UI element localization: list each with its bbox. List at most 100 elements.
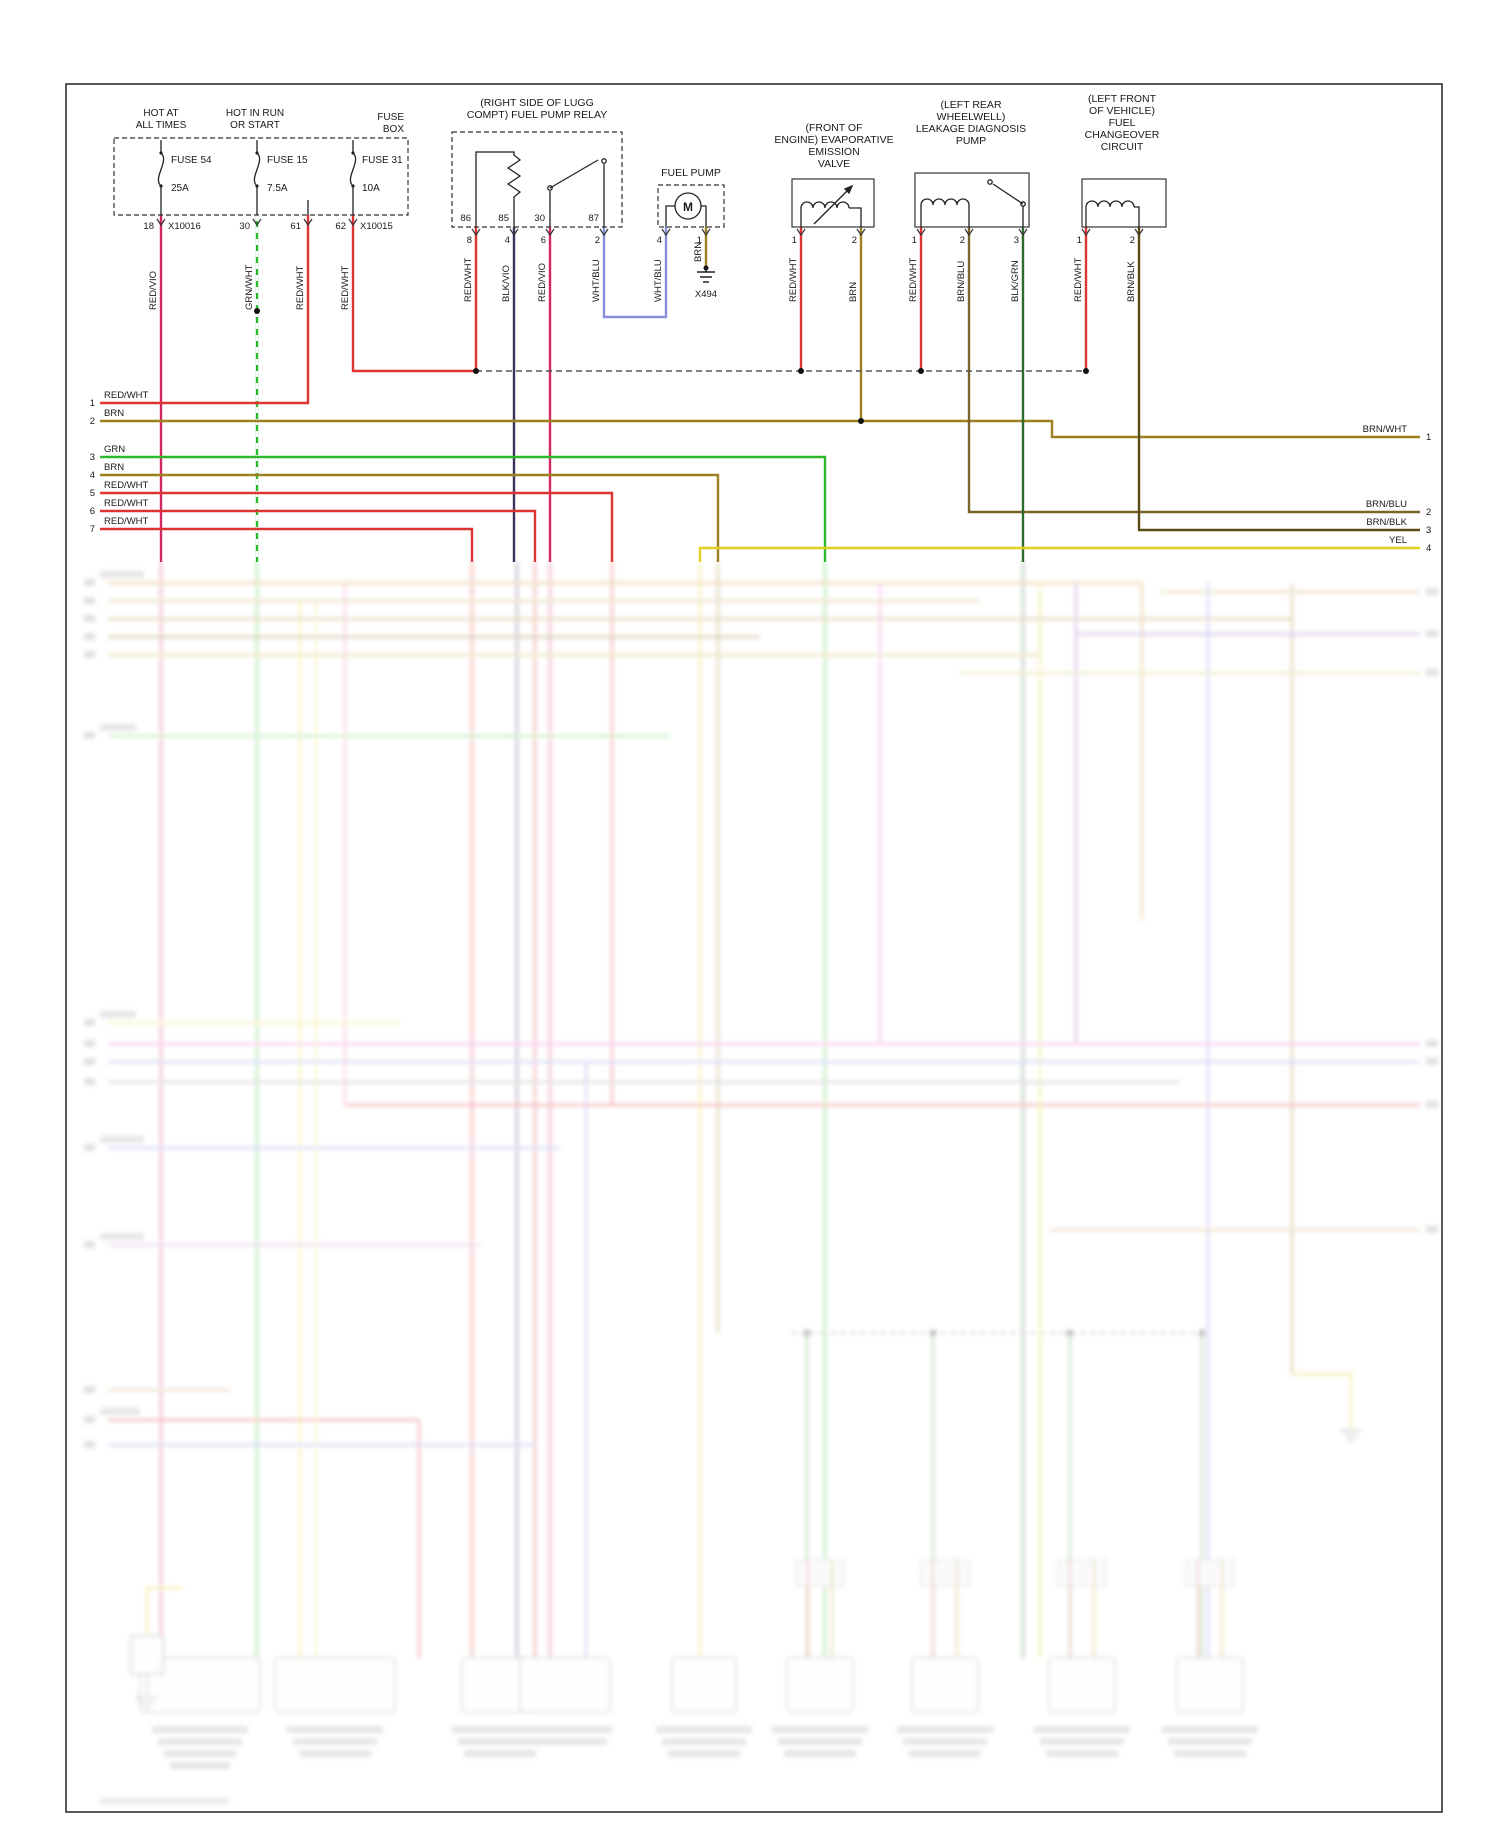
wire-label-grn-wht: GRN/WHT [244, 264, 255, 310]
fuse15-rating: 7.5A [267, 183, 288, 194]
relay-conn-8: 8 [467, 235, 472, 246]
row-number: 4 [1426, 543, 1431, 554]
faded-bottom-connectors [139, 1657, 1244, 1713]
row-number: 4 [90, 470, 95, 481]
pump-conn-4: 4 [657, 235, 662, 246]
fcc-conn-1: 1 [1077, 235, 1082, 246]
fcc-outline [1081, 178, 1167, 228]
fuse-terminal-dots [159, 151, 355, 188]
eev-conn-1: 1 [792, 235, 797, 246]
row-label: BRN/BLK [1366, 517, 1407, 528]
ldp-conn-3: 3 [1014, 235, 1019, 246]
fuse54-rating: 25A [171, 183, 189, 194]
relay-pin-86: 86 [460, 213, 471, 224]
pin-61: 61 [290, 221, 301, 232]
fuel-pump-relay-outline [451, 131, 623, 228]
eev-internals [800, 184, 862, 227]
wire-red-wht-row5 [100, 491, 614, 562]
faded-connector-labels [152, 1726, 1258, 1769]
ldp-internals [920, 183, 1024, 227]
ldp-conn-1: 1 [912, 235, 917, 246]
relay-pin-30: 30 [534, 213, 545, 224]
fcc-title3: FUEL [1109, 117, 1136, 129]
fuse-box-label: FUSE [377, 112, 404, 123]
connector [671, 1657, 737, 1713]
ldp-title: (LEFT REAR [940, 99, 1001, 111]
eev-title: (FRONT OF [806, 122, 863, 134]
connector-x10015: X10015 [360, 221, 393, 232]
relay-exit-chevrons [471, 228, 609, 237]
hot-at-all-times-label: HOT AT [143, 108, 178, 119]
relay-title2: COMPT) FUEL PUMP RELAY [467, 109, 607, 121]
eev-exit-chevrons [796, 228, 866, 237]
row-number: 6 [90, 506, 95, 517]
fcc-internals [1085, 200, 1140, 227]
fuse-symbols [157, 140, 357, 215]
fuse15-name: FUSE 15 [267, 155, 308, 166]
row-label: BRN/BLU [1366, 499, 1407, 510]
wire-ldp-pin2-brn-blu [967, 227, 1420, 514]
relay-pin-87: 87 [588, 213, 599, 224]
wire-label-eev2: BRN [848, 282, 859, 302]
relay-conn-2: 2 [595, 235, 600, 246]
ldp-contact-dot [1020, 201, 1026, 207]
eev-outline [791, 178, 875, 228]
ldp-outline [914, 172, 1030, 228]
row-label: RED/WHT [104, 480, 149, 491]
ldp-title4: PUMP [956, 135, 986, 147]
fuse31-name: FUSE 31 [362, 155, 403, 166]
connector [911, 1657, 979, 1713]
motor-letter: M [683, 200, 693, 214]
faded-connector-clusters [795, 1559, 1235, 1658]
wire-label-red-wht-61: RED/WHT [295, 265, 306, 310]
row-number: 7 [90, 524, 95, 535]
fuel-pump-exit-chevrons [661, 228, 711, 237]
fuse-box-outline [113, 137, 409, 216]
faded-horizontal-wires [108, 581, 1420, 1447]
wire-label-fcc2: BRN/BLK [1126, 261, 1137, 302]
row-number: 1 [90, 398, 95, 409]
wire-label-ldp1: RED/WHT [908, 257, 919, 302]
left-row-labels: 1 RED/WHT 2 BRN 3 GRN 4 BRN 5 RED/WHT 6 … [90, 390, 149, 535]
hot-at-all-times-label2: ALL TIMES [136, 120, 187, 131]
faded-vertical-wires [159, 562, 1294, 1658]
fcc-title5: CIRCUIT [1101, 141, 1144, 153]
eev-title2: ENGINE) EVAPORATIVE [774, 134, 893, 146]
ground-symbol-x494 [697, 268, 715, 283]
pump-conn-1: 1 [697, 235, 702, 246]
relay-contact-dot [547, 185, 553, 191]
wire-label-relay4: BLK/VIO [501, 265, 512, 302]
diagram-border [65, 83, 1443, 1813]
wire-red-wht-pin62-feed [351, 215, 476, 373]
wire-label-relay8: RED/WHT [463, 257, 474, 302]
faded-lower-section [84, 562, 1438, 1804]
wire-label-fcc1: RED/WHT [1073, 257, 1084, 302]
wire-wht-blu-relay-to-pump [602, 227, 668, 319]
connector [519, 1657, 611, 1713]
row-number: 3 [90, 452, 95, 463]
faded-dashed-bus [790, 1329, 1210, 1337]
ldp-exit-chevrons [916, 228, 1028, 237]
connector [139, 1657, 261, 1713]
row-number: 2 [90, 416, 95, 427]
eev-title4: VALVE [818, 158, 850, 170]
connector-x10016: X10016 [168, 221, 201, 232]
wire-label-ldp2: BRN/BLU [956, 261, 967, 302]
wires [100, 215, 1420, 562]
eev-title3: EMISSION [808, 146, 859, 158]
pin-18: 18 [143, 221, 154, 232]
fuel-pump-leads [665, 205, 707, 227]
fuse31-rating: 10A [362, 183, 380, 194]
ldp-conn-2: 2 [960, 235, 965, 246]
wire-label-pump-brn: BRN [693, 242, 704, 262]
faded-grounds [130, 1372, 1362, 1709]
right-row-labels: BRN/WHT 1 BRN/BLU 2 BRN/BLK 3 YEL 4 [1363, 424, 1432, 554]
relay-conn-4: 4 [505, 235, 510, 246]
fuse-box-label2: BOX [383, 124, 404, 135]
fcc-conn-2: 2 [1130, 235, 1135, 246]
wire-label-red-vio: RED/VIO [148, 271, 159, 310]
row-label: YEL [1389, 535, 1407, 546]
wire-brn-row4 [100, 473, 720, 562]
